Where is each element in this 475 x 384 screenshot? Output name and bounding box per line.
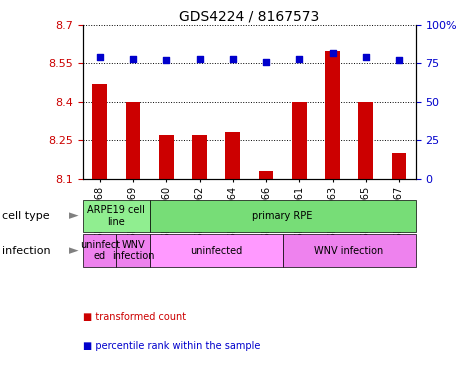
Text: infection: infection <box>2 245 51 256</box>
Point <box>395 57 403 63</box>
Text: uninfect
ed: uninfect ed <box>80 240 120 262</box>
Text: ■ percentile rank within the sample: ■ percentile rank within the sample <box>83 341 260 351</box>
Text: cell type: cell type <box>2 211 50 221</box>
Bar <box>225 132 240 179</box>
Text: ARPE19 cell
line: ARPE19 cell line <box>87 205 145 227</box>
Text: uninfected: uninfected <box>190 245 242 256</box>
Point <box>229 56 237 62</box>
Bar <box>159 135 174 179</box>
Point <box>96 54 104 60</box>
Point <box>262 59 270 65</box>
Point <box>329 50 336 56</box>
Bar <box>92 84 107 179</box>
Text: ■ transformed count: ■ transformed count <box>83 312 186 322</box>
Bar <box>391 153 407 179</box>
Bar <box>125 102 141 179</box>
Bar <box>258 171 274 179</box>
Bar <box>358 102 373 179</box>
Text: WNV infection: WNV infection <box>314 245 384 256</box>
Point <box>162 57 170 63</box>
Bar <box>192 135 207 179</box>
Text: WNV
infection: WNV infection <box>112 240 154 262</box>
Point <box>362 54 370 60</box>
Point <box>129 56 137 62</box>
Text: ►: ► <box>69 210 78 222</box>
Point <box>196 56 203 62</box>
Title: GDS4224 / 8167573: GDS4224 / 8167573 <box>179 10 320 24</box>
Text: ►: ► <box>69 244 78 257</box>
Text: primary RPE: primary RPE <box>252 211 313 221</box>
Point <box>295 56 303 62</box>
Bar <box>292 102 307 179</box>
Bar <box>325 51 340 179</box>
